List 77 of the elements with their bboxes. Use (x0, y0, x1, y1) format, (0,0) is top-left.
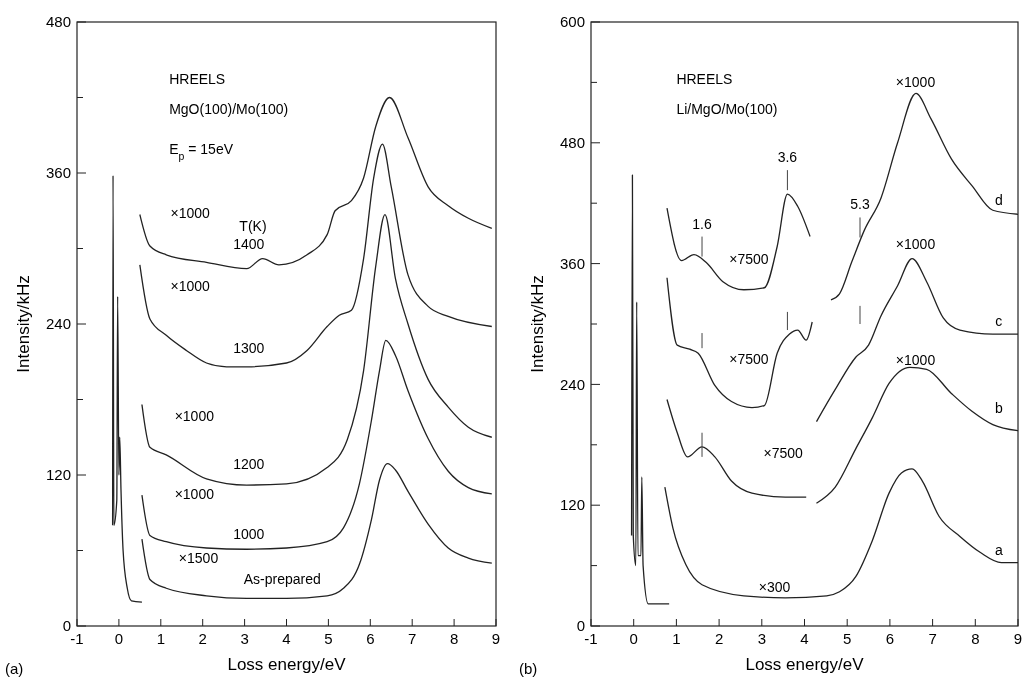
x-tick-label: 3 (240, 630, 249, 647)
y-tick-label: 360 (45, 164, 71, 182)
x-tick-label: 4 (800, 630, 809, 647)
annotation: ×1500 (178, 550, 219, 567)
x-tick-label: 9 (1013, 630, 1023, 647)
text: (a) (5, 660, 24, 677)
annotation: ×7500 (763, 445, 804, 462)
x-axis-title: Loss energy/eV (227, 655, 347, 674)
annotation: As-prepared (243, 570, 321, 587)
x-tick-label: 6 (366, 630, 375, 647)
x-tick-label: -1 (584, 630, 598, 647)
x-tick-label: 2 (198, 630, 207, 647)
annotation: E$_{p}$ = 15eV (169, 140, 234, 162)
y-tick-label: 0 (62, 617, 71, 635)
annotation: 1200 (233, 456, 265, 473)
y-tick-label: 360 (559, 254, 585, 272)
line-series (139, 143, 493, 368)
x-tick-label: 5 (843, 630, 852, 647)
y-tick-label: 120 (559, 496, 585, 514)
annotation: 1.6 (692, 215, 712, 232)
x-tick-label: 8 (971, 630, 980, 647)
line-series (666, 277, 813, 409)
annotation: ×7500 (729, 251, 769, 268)
line-series (666, 193, 811, 291)
annotation: 1000 (233, 526, 265, 543)
x-tick-label: 1 (156, 630, 165, 647)
text: (b) (519, 660, 538, 677)
line-series (666, 398, 807, 498)
annotation: ×1000 (170, 205, 210, 222)
annotation: 3.6 (777, 149, 798, 166)
x-tick-label: -1 (70, 630, 84, 647)
y-axis-title: Intensity/kHz (528, 275, 547, 373)
annotation: HREELS (676, 71, 733, 88)
annotation: 1400 (233, 236, 265, 253)
annotation: ×300 (758, 578, 791, 595)
line-series (630, 174, 670, 605)
annotation: b (994, 400, 1003, 417)
x-tick-label: 1 (672, 630, 681, 647)
x-tick-label: 2 (714, 630, 724, 647)
annotation: c (995, 312, 1003, 329)
line-series (141, 339, 493, 550)
annotation: a (994, 542, 1003, 559)
annotation: d (994, 192, 1003, 209)
annotation: ×1000 (174, 407, 215, 424)
x-tick-label: 4 (282, 630, 291, 647)
line-series (139, 96, 493, 270)
x-tick-label: 7 (928, 630, 937, 647)
annotation: ×1000 (174, 486, 215, 503)
annotation: ×1000 (895, 352, 936, 369)
y-tick-label: 120 (45, 466, 71, 484)
y-axis-title: Intensity/kHz (14, 275, 33, 373)
line-series (111, 174, 143, 603)
annotation: MgO(100)/Mo(100) (169, 101, 289, 118)
y-tick-label: 600 (559, 13, 585, 31)
x-tick-label: 9 (491, 630, 501, 647)
x-tick-label: 7 (408, 630, 417, 647)
x-tick-label: 5 (324, 630, 333, 647)
x-tick-label: 3 (757, 630, 766, 647)
y-tick-label: 0 (576, 617, 585, 635)
annotation: Li/MgO/Mo(100) (676, 101, 778, 118)
annotation: HREELS (169, 71, 226, 88)
annotation: T(K) (239, 218, 267, 235)
y-tick-label: 480 (45, 13, 71, 31)
x-tick-label: 0 (114, 630, 124, 647)
y-tick-label: 240 (45, 315, 71, 333)
annotation: ×1000 (895, 236, 936, 253)
annotation: 1300 (233, 340, 265, 357)
annotation: 5.3 (850, 196, 870, 213)
y-tick-label: 240 (559, 375, 585, 393)
y-tick-label: 480 (559, 134, 585, 152)
x-tick-label: 8 (449, 630, 459, 647)
x-axis-title: Loss energy/eV (745, 655, 865, 674)
annotation: ×1000 (895, 74, 936, 91)
x-tick-label: 0 (629, 630, 638, 647)
annotation: ×1000 (170, 277, 210, 294)
annotation: ×7500 (729, 350, 769, 367)
x-tick-label: 6 (885, 630, 895, 647)
